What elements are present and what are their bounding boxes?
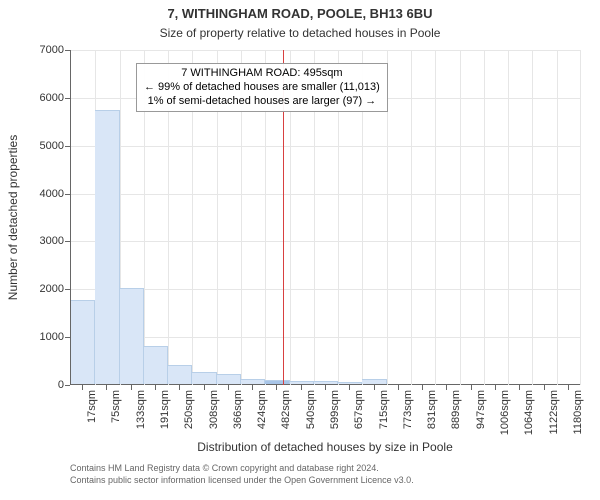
histogram-bar	[144, 346, 168, 384]
xtick-mark	[325, 385, 326, 390]
xtick-mark	[106, 385, 107, 390]
attribution-line2: Contains public sector information licen…	[70, 475, 580, 487]
chart-title: 7, WITHINGHAM ROAD, POOLE, BH13 6BU	[0, 6, 600, 21]
grid-line-v	[411, 50, 412, 385]
attribution-line1: Contains HM Land Registry data © Crown c…	[70, 463, 580, 475]
xtick-label: 1006sqm	[499, 390, 511, 435]
attribution: Contains HM Land Registry data © Crown c…	[70, 463, 580, 486]
xtick-mark	[398, 385, 399, 390]
xtick-label: 424sqm	[256, 390, 268, 429]
xtick-label: 657sqm	[353, 390, 365, 429]
xtick-mark	[228, 385, 229, 390]
ytick-label: 7000	[4, 44, 64, 56]
xtick-mark	[82, 385, 83, 390]
histogram-bar	[192, 372, 216, 384]
xtick-label: 1180sqm	[572, 390, 584, 434]
chart-subtitle: Size of property relative to detached ho…	[0, 26, 600, 40]
xtick-label: 947sqm	[475, 390, 487, 429]
grid-line-h	[71, 241, 581, 242]
histogram-bar	[362, 379, 386, 384]
xtick-mark	[276, 385, 277, 390]
ytick-label: 5000	[4, 140, 64, 152]
histogram-bar	[71, 300, 95, 384]
chart-container: { "title": "7, WITHINGHAM ROAD, POOLE, B…	[0, 0, 600, 500]
histogram-bar	[338, 382, 362, 384]
ytick-mark	[65, 385, 70, 386]
ytick-label: 0	[4, 379, 64, 391]
ytick-mark	[65, 50, 70, 51]
histogram-bar	[290, 381, 314, 384]
xtick-mark	[204, 385, 205, 390]
xtick-mark	[252, 385, 253, 390]
y-axis-label-wrap: Number of detached properties	[6, 0, 20, 50]
histogram-bar	[314, 381, 338, 384]
xtick-mark	[131, 385, 132, 390]
xtick-mark	[349, 385, 350, 390]
ytick-label: 2000	[4, 283, 64, 295]
xtick-mark	[519, 385, 520, 390]
histogram-bar	[217, 374, 241, 384]
xtick-label: 191sqm	[159, 390, 171, 429]
grid-line-h	[71, 146, 581, 147]
xtick-mark	[568, 385, 569, 390]
annotation-line3: 1% of semi-detached houses are larger (9…	[144, 95, 380, 109]
grid-line-v	[532, 50, 533, 385]
ytick-label: 6000	[4, 92, 64, 104]
grid-line-v	[508, 50, 509, 385]
ytick-mark	[65, 337, 70, 338]
grid-line-h	[71, 194, 581, 195]
xtick-label: 889sqm	[450, 390, 462, 429]
xtick-label: 17sqm	[86, 390, 98, 423]
x-axis-label: Distribution of detached houses by size …	[70, 440, 580, 454]
ytick-label: 4000	[4, 188, 64, 200]
xtick-label: 308sqm	[208, 390, 220, 429]
grid-line-h	[71, 337, 581, 338]
xtick-label: 75sqm	[110, 390, 122, 423]
histogram-bar	[241, 379, 265, 384]
xtick-label: 599sqm	[329, 390, 341, 429]
grid-line-v	[557, 50, 558, 385]
xtick-label: 540sqm	[305, 390, 317, 429]
xtick-mark	[301, 385, 302, 390]
plot-area: 7 WITHINGHAM ROAD: 495sqm← 99% of detach…	[70, 50, 580, 385]
grid-line-v	[484, 50, 485, 385]
grid-line-v	[435, 50, 436, 385]
grid-line-h	[71, 50, 581, 51]
ytick-mark	[65, 289, 70, 290]
ytick-label: 1000	[4, 331, 64, 343]
histogram-bar	[265, 380, 289, 384]
grid-line-v	[580, 50, 581, 385]
xtick-mark	[422, 385, 423, 390]
xtick-label: 773sqm	[402, 390, 414, 429]
histogram-bar	[120, 288, 144, 384]
xtick-label: 831sqm	[426, 390, 438, 429]
annotation-box: 7 WITHINGHAM ROAD: 495sqm← 99% of detach…	[136, 63, 388, 112]
xtick-label: 715sqm	[378, 390, 390, 429]
xtick-label: 1064sqm	[523, 390, 535, 435]
xtick-mark	[446, 385, 447, 390]
xtick-mark	[544, 385, 545, 390]
xtick-label: 482sqm	[280, 390, 292, 429]
histogram-bar	[168, 365, 192, 384]
ytick-label: 3000	[4, 235, 64, 247]
grid-line-h	[71, 289, 581, 290]
grid-line-v	[460, 50, 461, 385]
ytick-mark	[65, 146, 70, 147]
annotation-line2: ← 99% of detached houses are smaller (11…	[144, 81, 380, 95]
xtick-mark	[471, 385, 472, 390]
annotation-line1: 7 WITHINGHAM ROAD: 495sqm	[144, 67, 380, 81]
xtick-mark	[179, 385, 180, 390]
xtick-label: 250sqm	[183, 390, 195, 429]
ytick-mark	[65, 98, 70, 99]
ytick-mark	[65, 194, 70, 195]
xtick-mark	[374, 385, 375, 390]
xtick-label: 133sqm	[135, 390, 147, 429]
xtick-label: 366sqm	[232, 390, 244, 429]
histogram-bar	[95, 110, 119, 384]
ytick-mark	[65, 241, 70, 242]
xtick-mark	[495, 385, 496, 390]
xtick-mark	[155, 385, 156, 390]
xtick-label: 1122sqm	[548, 390, 560, 434]
